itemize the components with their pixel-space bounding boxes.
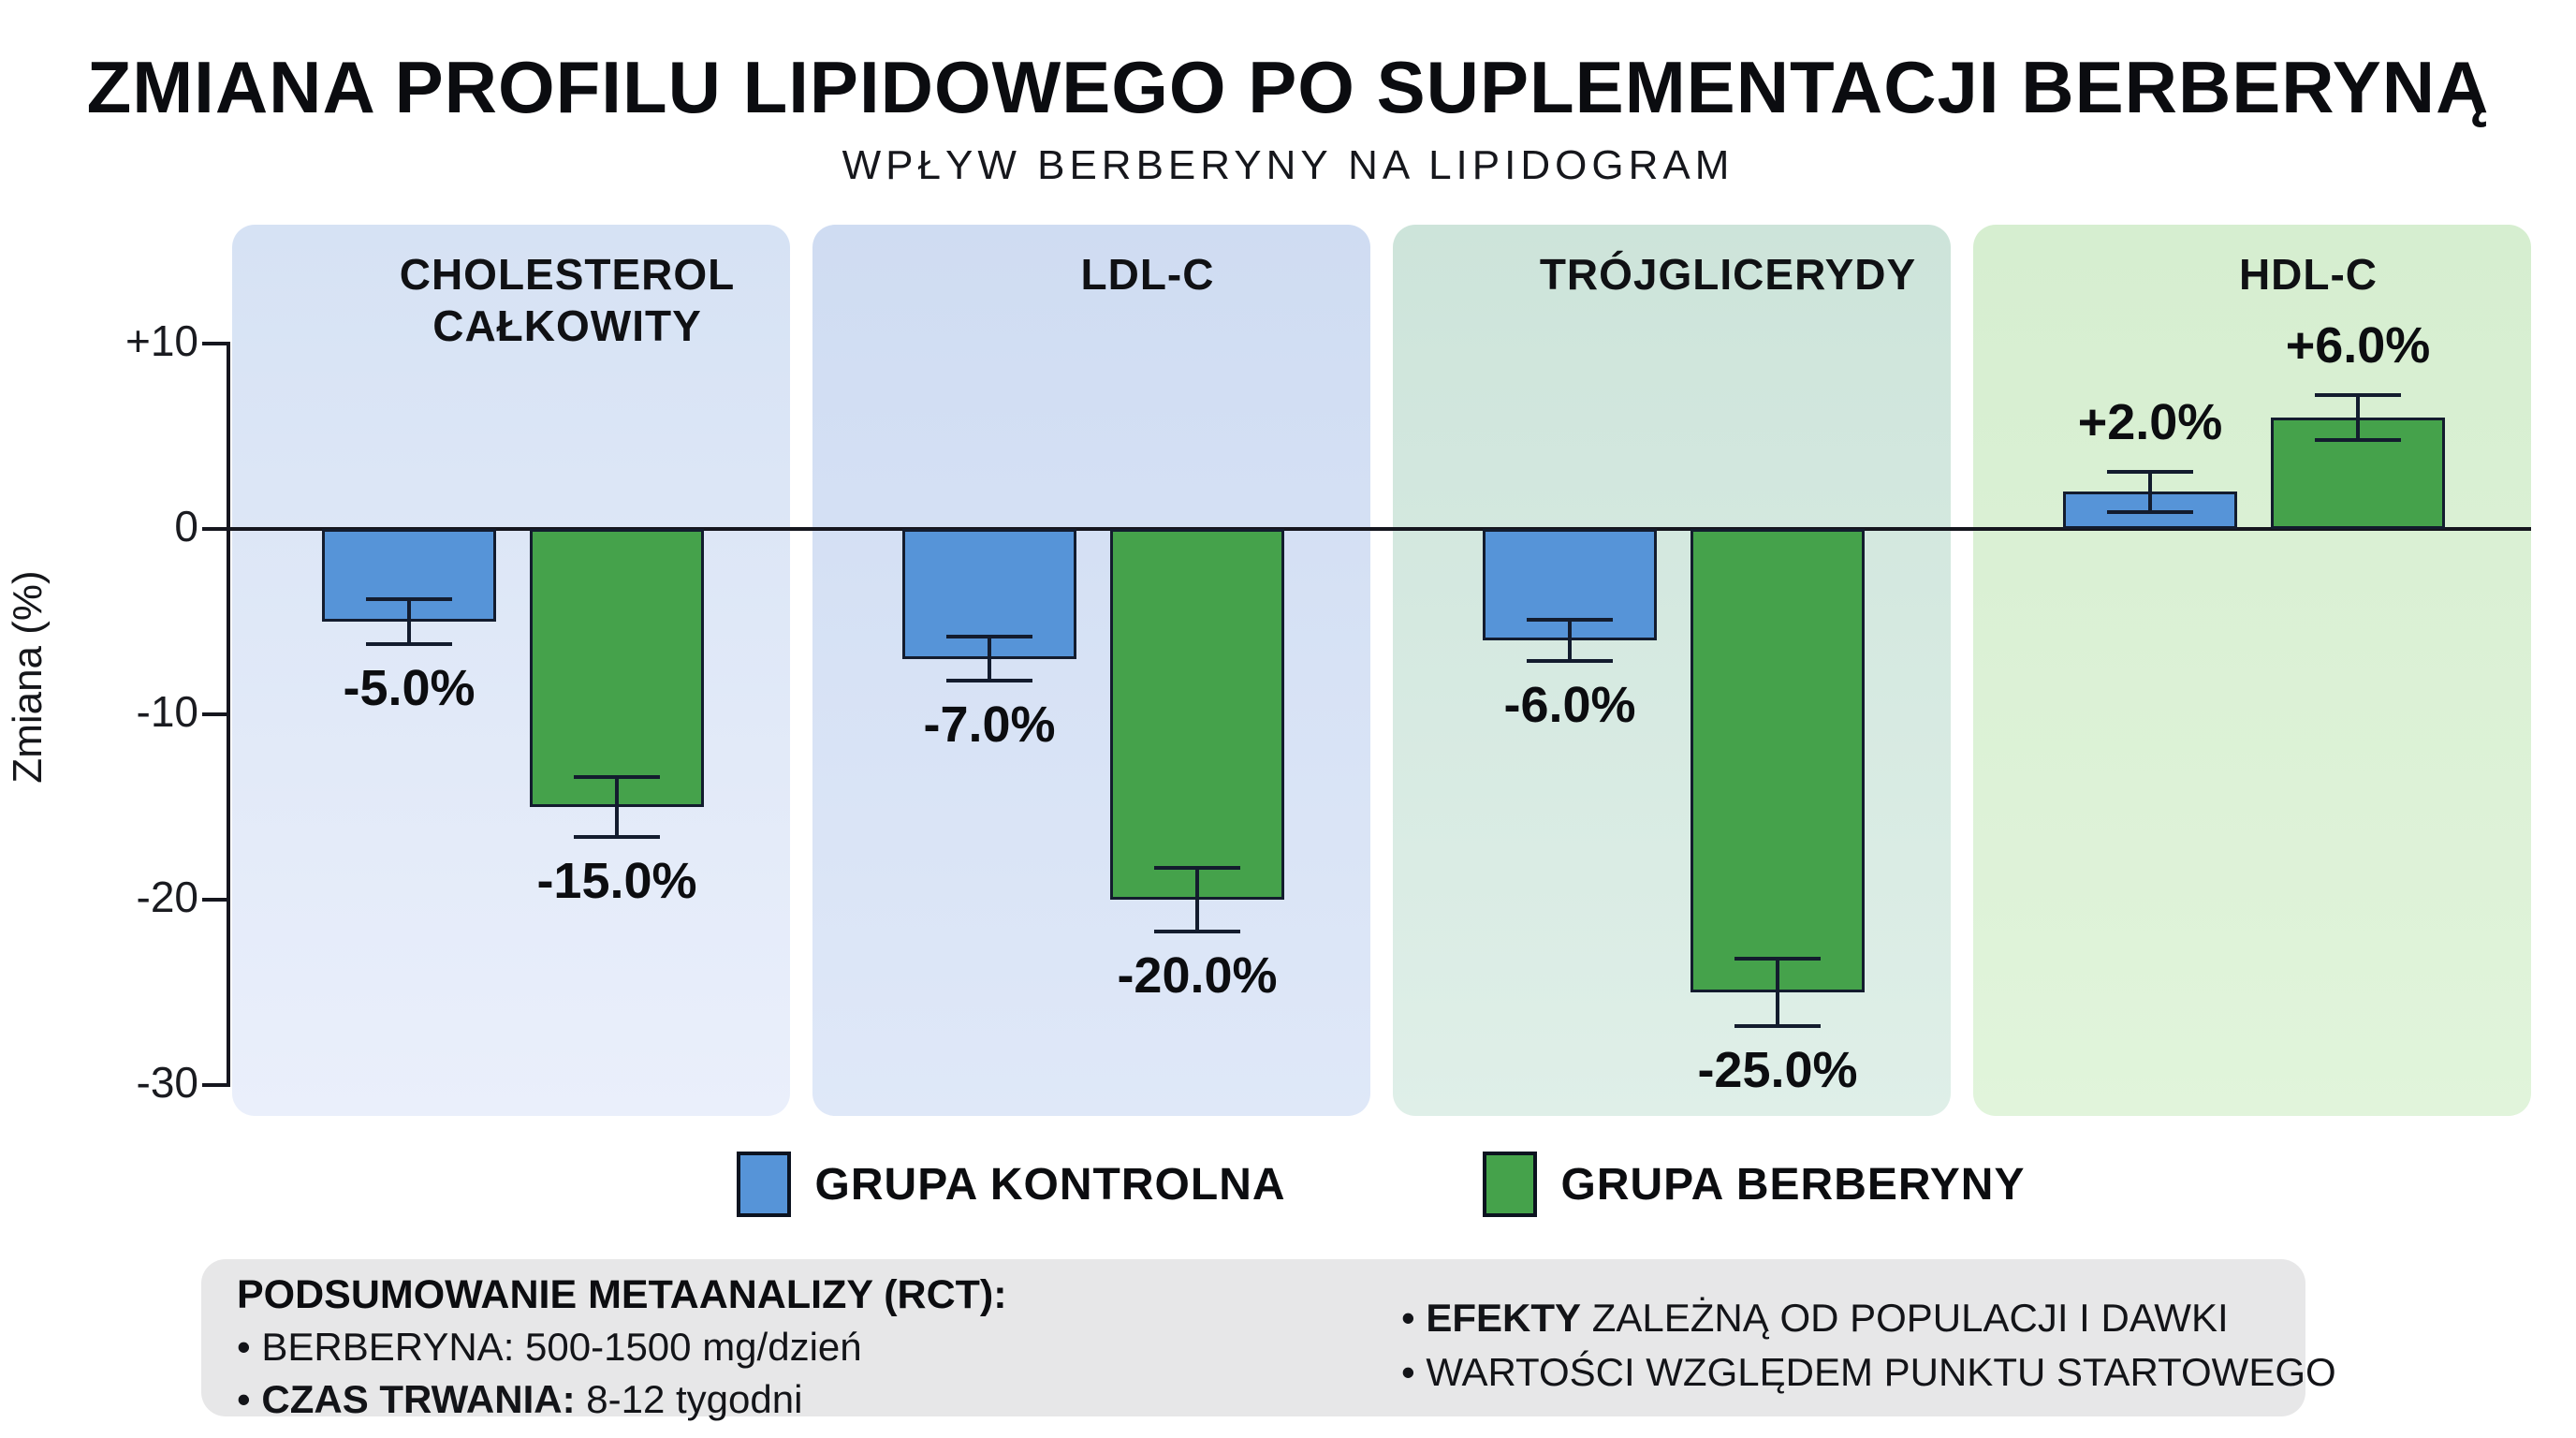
error-bar-cap <box>946 679 1032 683</box>
summary-right-column: • EFEKTY ZALEŻNĄ OD POPULACJI I DAWKI • … <box>1401 1295 2336 1395</box>
summary-heading: PODSUMOWANIE METAANALIZY (RCT): <box>237 1272 1007 1317</box>
legend-label-control: GRUPA KONTROLNA <box>814 1159 1286 1210</box>
y-axis-tick-label: -20 <box>136 873 198 921</box>
error-bar-line <box>2356 395 2360 440</box>
bar-value-label: -20.0% <box>1117 946 1278 1004</box>
y-axis-tick <box>202 527 227 531</box>
error-bar-cap <box>2107 510 2193 515</box>
panel-title: TRÓJGLICERYDY <box>1539 250 1917 299</box>
metric-panel-2: LDL-C <box>812 225 1370 1116</box>
legend-item-berberine: GRUPA BERBERYNY <box>1482 1152 2026 1217</box>
error-bar-cap <box>2315 437 2401 442</box>
legend: GRUPA KONTROLNA GRUPA BERBERYNY <box>229 1144 2532 1225</box>
summary-item-effects: • EFEKTY ZALEŻNĄ OD POPULACJI I DAWKI <box>1401 1296 2229 1340</box>
y-axis-tick-label: +10 <box>124 316 198 365</box>
metric-panel-3: TRÓJGLICERYDY <box>1393 225 1951 1116</box>
error-bar-cap <box>574 775 660 780</box>
legend-label-berberine: GRUPA BERBERYNY <box>1560 1159 2026 1210</box>
error-bar-cap <box>1734 957 1821 961</box>
error-bar-line <box>615 777 619 837</box>
metric-panel-4: HDL-C <box>1973 225 2531 1116</box>
bar-value-label: -7.0% <box>923 697 1056 754</box>
error-bar-line <box>1776 959 1779 1026</box>
panel-title: HDL-C <box>2238 250 2378 299</box>
chart-subtitle: WPŁYW BERBERYNY NA LIPIDOGRAM <box>842 142 1734 188</box>
error-bar-cap <box>946 634 1032 638</box>
bar-berberine <box>1110 529 1284 900</box>
error-bar-cap <box>2315 393 2401 398</box>
y-axis-tick <box>202 898 227 902</box>
summary-item-baseline: • WARTOŚCI WZGLĘDEM PUNKTU STARTOWEGO <box>1401 1349 2336 1394</box>
error-bar-cap <box>2107 469 2193 474</box>
error-bar-line <box>407 599 411 644</box>
summary-left-column: PODSUMOWANIE METAANALIZY (RCT): • BERBER… <box>237 1272 1007 1423</box>
bar-value-label: -25.0% <box>1697 1041 1858 1098</box>
legend-swatch-control <box>736 1152 791 1217</box>
y-axis-tick-label: 0 <box>174 502 198 550</box>
bar-value-label: +6.0% <box>2285 317 2431 374</box>
bar-value-label: -15.0% <box>536 852 697 909</box>
y-axis-tick <box>202 1083 227 1087</box>
error-bar-cap <box>1734 1023 1821 1028</box>
panel-title: LDL-C <box>1080 250 1215 299</box>
error-bar-cap <box>366 641 452 646</box>
error-bar-line <box>988 636 991 682</box>
bar-value-label: -5.0% <box>343 659 476 716</box>
error-bar-line <box>2148 471 2152 513</box>
bar-value-label: -6.0% <box>1503 676 1636 733</box>
bar-value-label: +2.0% <box>2077 393 2223 450</box>
summary-item-duration: • CZAS TRWANIA: 8-12 tygodni <box>237 1376 803 1421</box>
y-axis-tick-label: -30 <box>136 1058 198 1107</box>
error-bar-cap <box>1154 866 1240 871</box>
summary-box: PODSUMOWANIE METAANALIZY (RCT): • BERBER… <box>201 1259 2336 1421</box>
y-axis-title: Zmiana (%) <box>5 570 51 784</box>
error-bar-line <box>1568 620 1572 661</box>
error-bar-cap <box>1154 929 1240 933</box>
y-axis-tick-label: -10 <box>136 687 198 736</box>
error-bar-cap <box>366 597 452 602</box>
legend-swatch-berberine <box>1482 1152 1537 1217</box>
chart-title: ZMIANA PROFILU LIPIDOWEGO PO SUPLEMENTAC… <box>86 46 2490 128</box>
zero-line <box>227 527 2531 531</box>
error-bar-cap <box>574 834 660 839</box>
bar-berberine <box>530 529 704 807</box>
panel-title: CHOLESTEROL CAŁKOWITY <box>399 250 736 351</box>
error-bar-cap <box>1527 658 1613 663</box>
error-bar-cap <box>1527 618 1613 623</box>
y-axis-tick <box>202 342 227 345</box>
y-axis-tick <box>202 712 227 716</box>
summary-item-dose: • BERBERYNA: 500-1500 mg/dzień <box>237 1325 862 1370</box>
metric-panel-1: CHOLESTEROL CAŁKOWITY <box>232 225 790 1116</box>
error-bar-line <box>1195 868 1199 932</box>
bar-berberine <box>1690 529 1865 992</box>
legend-item-control: GRUPA KONTROLNA <box>736 1152 1286 1217</box>
y-axis-spine <box>227 342 230 1087</box>
